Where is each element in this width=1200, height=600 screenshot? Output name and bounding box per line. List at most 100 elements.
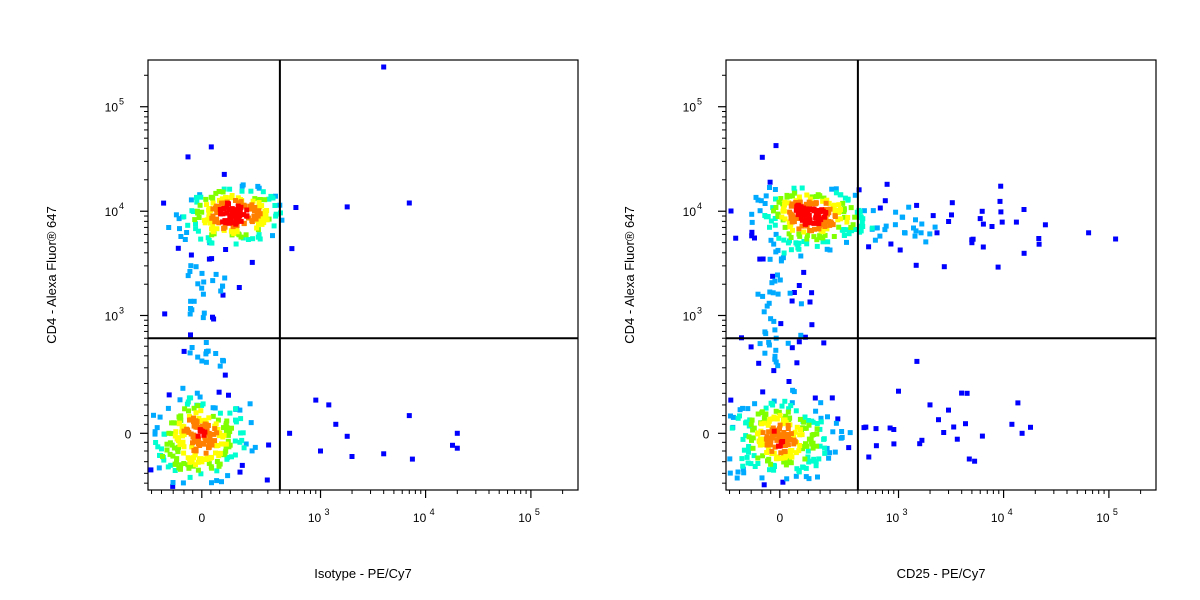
event-dot <box>913 228 919 234</box>
event-dot <box>803 203 809 209</box>
event-dot <box>774 454 780 460</box>
event-dot <box>214 459 220 464</box>
event-dot <box>839 429 845 434</box>
event-dot <box>911 225 916 231</box>
event-dot <box>210 413 216 419</box>
event-dot <box>184 230 190 235</box>
event-dot <box>760 293 766 299</box>
event-dot <box>189 444 195 450</box>
event-dot <box>205 235 211 241</box>
event-dot <box>209 256 215 262</box>
event-dot <box>861 425 867 431</box>
event-dot <box>225 438 231 444</box>
event-dot <box>845 215 851 220</box>
event-dot <box>151 412 156 418</box>
event-dot <box>191 405 197 411</box>
event-dot <box>789 298 795 304</box>
event-dot <box>728 208 734 214</box>
event-dot <box>256 185 262 191</box>
event-dot <box>893 209 899 215</box>
event-dot <box>188 252 194 258</box>
event-dot <box>238 430 244 436</box>
event-dot <box>781 430 787 435</box>
event-dot <box>802 334 808 340</box>
event-dot <box>780 255 786 261</box>
event-dot <box>766 456 772 462</box>
event-dot <box>735 469 741 475</box>
event-dot <box>195 281 201 287</box>
event-dot <box>785 450 791 456</box>
x-tick-label: 0 <box>776 511 783 525</box>
event-dot <box>797 443 803 448</box>
event-dot <box>406 413 412 419</box>
event-dot <box>870 208 876 214</box>
event-dot <box>176 421 182 427</box>
event-dot <box>155 444 161 450</box>
event-dot <box>832 213 838 219</box>
event-dot <box>344 433 350 439</box>
event-dot <box>762 350 768 356</box>
event-dot <box>727 456 733 462</box>
event-dot <box>805 454 811 460</box>
event-dot <box>998 209 1004 215</box>
event-dot <box>773 143 779 149</box>
event-dot <box>232 213 238 219</box>
x-axis-label: CD25 - PE/Cy7 <box>897 566 986 581</box>
event-dot <box>227 186 233 192</box>
x-tick-exponent: 4 <box>430 507 435 517</box>
event-dot <box>734 475 740 481</box>
event-dot <box>181 444 187 450</box>
event-dot <box>221 425 226 431</box>
event-dot <box>813 215 819 221</box>
event-dot <box>786 219 792 225</box>
event-dot <box>225 432 231 438</box>
event-dot <box>214 206 219 212</box>
event-dot <box>970 236 976 242</box>
event-dot <box>207 436 213 442</box>
event-dot <box>216 389 222 395</box>
x-tick-exponent: 4 <box>1008 507 1013 517</box>
event-dot <box>801 239 807 244</box>
event-dot <box>187 474 193 480</box>
event-dot <box>936 417 941 423</box>
event-dot <box>176 438 181 444</box>
event-dot <box>972 458 978 464</box>
event-dot <box>818 400 824 406</box>
event-dot <box>786 417 792 422</box>
event-dot <box>175 435 180 441</box>
event-dot <box>803 474 809 480</box>
event-dot <box>767 179 773 185</box>
event-dot <box>756 360 762 366</box>
event-dot <box>787 238 792 244</box>
event-dot <box>837 192 843 198</box>
event-dot <box>873 225 879 231</box>
event-dot <box>195 424 201 430</box>
event-dot <box>262 197 268 203</box>
event-dot <box>182 406 188 412</box>
event-dot <box>802 456 808 462</box>
y-tick-label: 10 <box>105 205 119 219</box>
event-dot <box>766 429 772 435</box>
event-dot <box>927 231 933 237</box>
event-dot <box>772 444 778 450</box>
event-dot <box>201 279 207 285</box>
event-dot <box>887 425 893 431</box>
y-tick-label: 0 <box>703 427 710 441</box>
event-dot <box>223 428 229 434</box>
event-dot <box>381 64 387 70</box>
event-dot <box>785 435 791 441</box>
y-tick-label: 10 <box>683 309 697 323</box>
event-dot <box>244 213 250 219</box>
event-dot <box>381 451 387 457</box>
event-dot <box>822 445 828 451</box>
event-dot <box>817 443 823 449</box>
event-dot <box>833 190 839 196</box>
event-dot <box>888 241 894 247</box>
event-dot <box>768 237 774 243</box>
event-dot <box>746 434 752 440</box>
event-dot <box>222 372 228 378</box>
event-dot <box>208 464 214 470</box>
event-dot <box>833 420 839 426</box>
event-dot <box>254 225 260 231</box>
event-dot <box>201 310 207 316</box>
